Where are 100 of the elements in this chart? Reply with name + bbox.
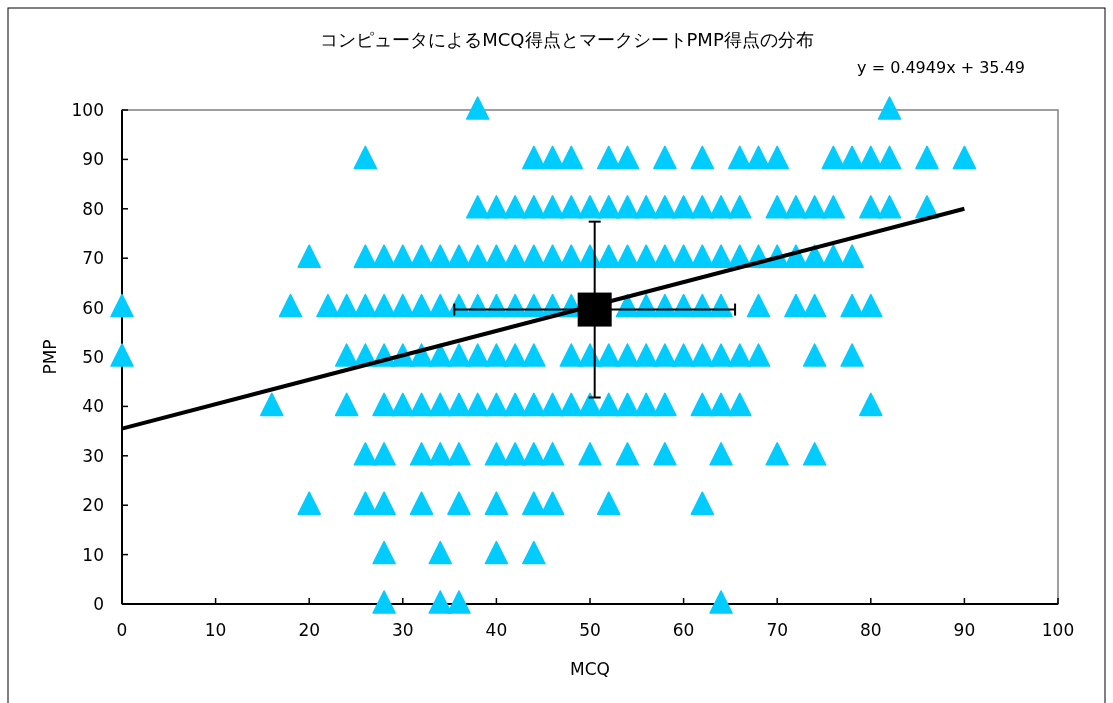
point bbox=[596, 145, 621, 170]
point bbox=[634, 392, 658, 417]
point bbox=[690, 145, 715, 170]
point bbox=[615, 343, 640, 367]
text: y = 0.4949x + 35.49 bbox=[857, 58, 1025, 77]
point bbox=[840, 293, 864, 318]
x-axis-title: MCQ bbox=[570, 659, 610, 679]
point bbox=[859, 392, 883, 417]
point bbox=[690, 491, 715, 515]
point bbox=[110, 343, 134, 367]
point bbox=[653, 244, 677, 268]
point bbox=[671, 195, 696, 219]
point bbox=[465, 343, 490, 367]
point bbox=[840, 244, 864, 268]
point bbox=[465, 195, 490, 219]
point bbox=[634, 343, 658, 367]
point bbox=[409, 293, 434, 318]
point bbox=[709, 442, 733, 466]
y-tick-label: 60 bbox=[82, 297, 104, 318]
point bbox=[577, 292, 612, 327]
point bbox=[709, 343, 733, 367]
point bbox=[353, 442, 378, 466]
point bbox=[522, 540, 546, 565]
point bbox=[709, 244, 733, 268]
point bbox=[840, 145, 864, 170]
point bbox=[784, 195, 808, 219]
point bbox=[522, 491, 546, 515]
point bbox=[671, 244, 696, 268]
point bbox=[484, 195, 509, 219]
point bbox=[391, 244, 415, 268]
point bbox=[372, 392, 396, 417]
point bbox=[484, 540, 509, 565]
point bbox=[353, 145, 378, 170]
point bbox=[522, 145, 546, 170]
point bbox=[952, 145, 977, 170]
point bbox=[372, 244, 396, 268]
point bbox=[821, 145, 846, 170]
point bbox=[746, 293, 771, 318]
point bbox=[540, 442, 565, 466]
point bbox=[859, 145, 883, 170]
point bbox=[447, 244, 471, 268]
point bbox=[447, 392, 471, 417]
point bbox=[596, 195, 621, 219]
point bbox=[634, 244, 658, 268]
point bbox=[653, 392, 677, 417]
point bbox=[802, 244, 827, 268]
point bbox=[522, 442, 546, 466]
point bbox=[877, 145, 902, 170]
point bbox=[334, 343, 359, 367]
point bbox=[821, 195, 846, 219]
point bbox=[596, 343, 621, 367]
point bbox=[615, 195, 640, 219]
point bbox=[372, 293, 396, 318]
point bbox=[110, 293, 134, 318]
point bbox=[297, 244, 321, 268]
point bbox=[802, 442, 827, 466]
x-tick-label: 100 bbox=[1041, 620, 1075, 640]
point bbox=[447, 442, 471, 466]
point bbox=[765, 145, 789, 170]
point bbox=[653, 195, 677, 219]
y-tick-label: 20 bbox=[82, 495, 104, 516]
chart-title: コンピュータによるMCQ得点とマークシートPMP得点の分布 bbox=[320, 29, 814, 50]
point bbox=[690, 392, 715, 417]
point bbox=[540, 195, 565, 219]
x-tick-label: 10 bbox=[204, 620, 227, 640]
point bbox=[522, 244, 546, 268]
point bbox=[353, 293, 378, 318]
point bbox=[353, 491, 378, 515]
x-tick-label: 40 bbox=[485, 620, 508, 640]
y-tick-label: 100 bbox=[71, 100, 104, 120]
point bbox=[465, 96, 490, 120]
point bbox=[915, 145, 939, 170]
point bbox=[746, 343, 771, 367]
point bbox=[409, 442, 434, 466]
point bbox=[728, 392, 752, 417]
point bbox=[334, 392, 359, 417]
point bbox=[447, 343, 471, 367]
point bbox=[465, 244, 490, 268]
y-tick-label: 10 bbox=[82, 544, 104, 565]
x-tick-label: 90 bbox=[953, 620, 976, 640]
point bbox=[802, 293, 827, 318]
y-tick-label: 30 bbox=[82, 445, 104, 466]
point bbox=[634, 195, 658, 219]
point bbox=[428, 293, 452, 318]
point bbox=[709, 392, 733, 417]
point bbox=[596, 392, 621, 417]
point bbox=[578, 195, 602, 219]
x-tick-label: 20 bbox=[298, 620, 321, 640]
y-axis-title: PMP bbox=[40, 339, 60, 375]
point bbox=[746, 145, 771, 170]
x-tick-label: 0 bbox=[116, 620, 128, 640]
point bbox=[503, 244, 527, 268]
point bbox=[690, 244, 715, 268]
point bbox=[728, 343, 752, 367]
point bbox=[690, 195, 715, 219]
point bbox=[596, 491, 621, 515]
point bbox=[653, 343, 677, 367]
point bbox=[653, 145, 677, 170]
point bbox=[728, 195, 752, 219]
y-tick-label: 80 bbox=[82, 198, 104, 219]
